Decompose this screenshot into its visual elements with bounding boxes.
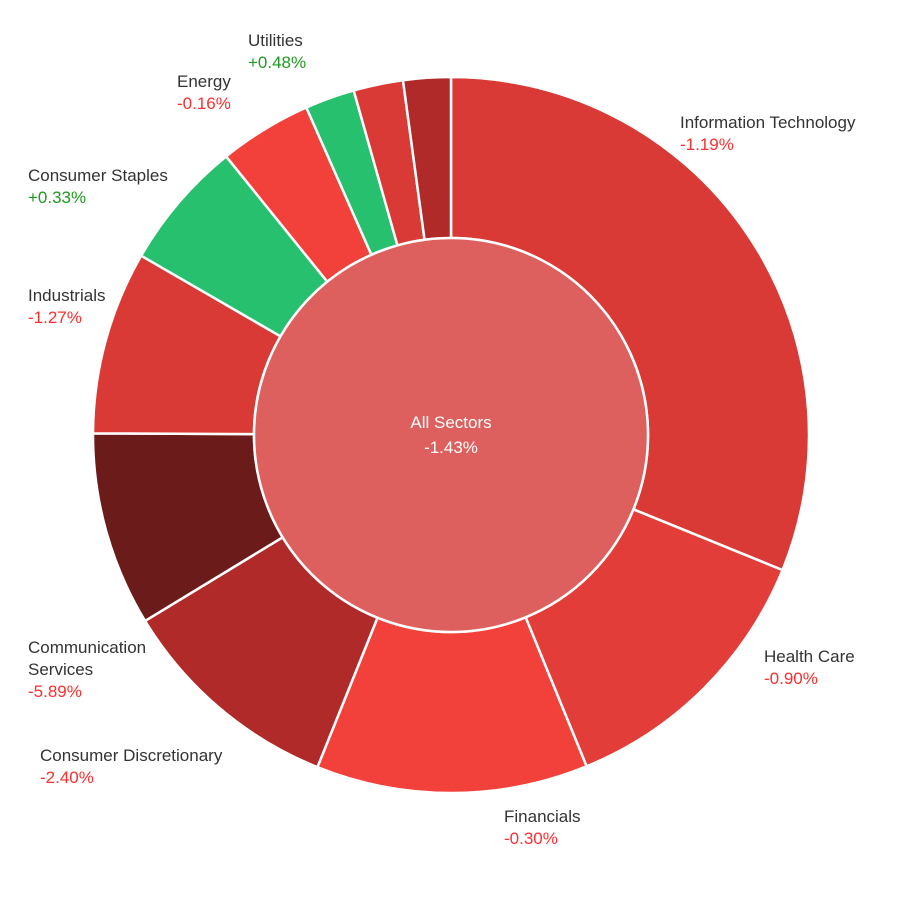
label-financials: Financials -0.30% (504, 807, 581, 848)
label-name: Financials (504, 807, 581, 826)
label-energy: Energy -0.16% (177, 72, 231, 113)
label-name: Utilities (248, 31, 303, 50)
label-consumer-discretionary: Consumer Discretionary -2.40% (40, 746, 223, 787)
label-name: Information Technology (680, 113, 856, 132)
label-change: -0.30% (504, 829, 558, 848)
label-information-technology: Information Technology -1.19% (680, 113, 856, 154)
label-name: Health Care (764, 647, 855, 666)
label-health-care: Health Care -0.90% (764, 647, 855, 688)
label-industrials: Industrials -1.27% (28, 286, 105, 327)
label-change: -0.16% (177, 94, 231, 113)
label-name: Energy (177, 72, 231, 91)
center-all-sectors[interactable] (252, 236, 650, 634)
label-change: -0.90% (764, 669, 818, 688)
label-name: Consumer Staples (28, 166, 168, 185)
label-consumer-staples: Consumer Staples +0.33% (28, 166, 168, 207)
label-name: Communication (28, 638, 146, 657)
label-utilities: Utilities +0.48% (248, 31, 306, 72)
label-name: Services (28, 660, 93, 679)
label-change: +0.48% (248, 53, 306, 72)
label-change: -1.27% (28, 308, 82, 327)
label-name: Consumer Discretionary (40, 746, 223, 765)
center-change: -1.43% (424, 438, 478, 457)
label-change: +0.33% (28, 188, 86, 207)
center-label: All Sectors (410, 413, 491, 432)
label-name: Industrials (28, 286, 105, 305)
label-change: -2.40% (40, 768, 94, 787)
label-change: -5.89% (28, 682, 82, 701)
label-change: -1.19% (680, 135, 734, 154)
label-communication-services: Communication Services -5.89% (28, 638, 146, 701)
